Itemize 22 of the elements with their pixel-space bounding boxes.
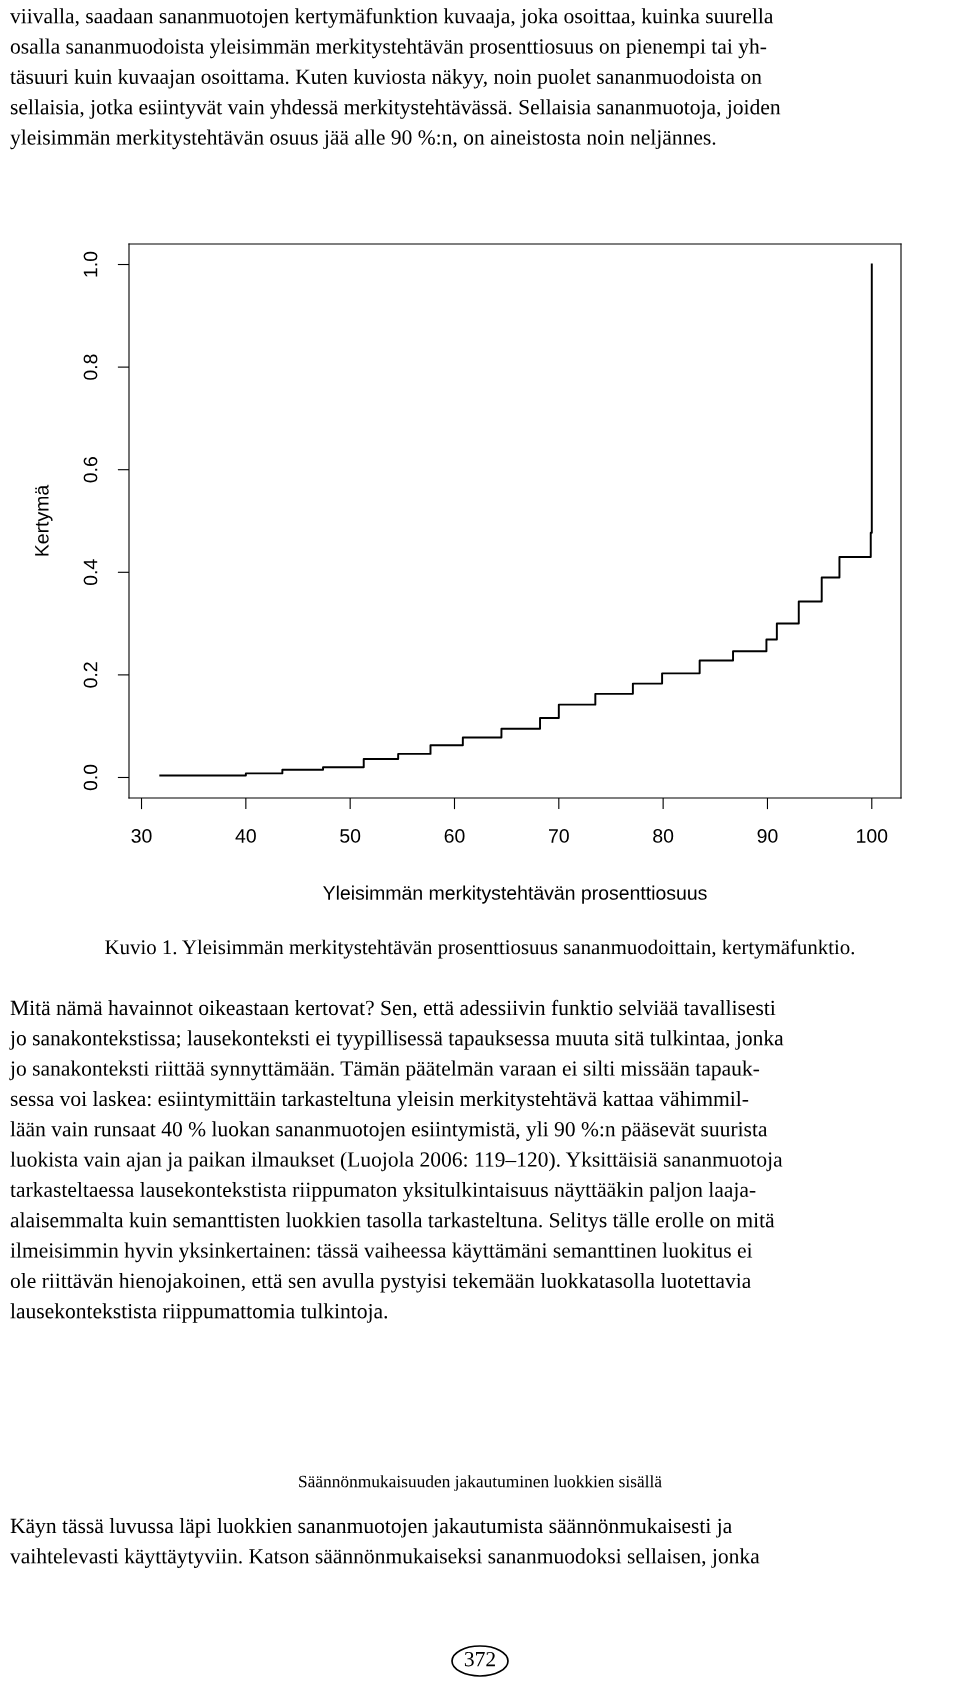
x-tick-label: 60 (444, 829, 465, 843)
x-tick-label: 100 (857, 829, 888, 843)
y-tick-label: 0.0 (83, 764, 98, 791)
x-tick-label: 90 (757, 829, 778, 843)
text: Mitä nämä havainnot oikeastaan kertovat? Sen, että adessiivin funktio selviää tavallisesti jo sanakontekstissa; lausekonteksti ei tyypillisessä tapauksessa muuta sitä tulkintaa, jonka jo sanakonteksti riittää synnyttämään. Tämän päätelmän varaan ei silti missään tapauk- sessa voi laskea: esiintymittäin tarkasteltuna yleisin merkitystehtävä kattaa vähimmil- lään vain runsaat 40 % luokan sananmuotojen esiintymistä, yli 90 %:n pääsevät suurista luokista vain ajan ja paikan ilmaukset (Luojola 2006: 119–120). Yksittäisiä sananmuotoja tarkasteltaessa lausekontekstista riippumaton yksitulkintaisuus näyttääkin paljon laaja- alaisemmalta kuin semanttisten luokkien tasolla tarkasteltuna. Selitys tälle erolle on mitä ilmeisimmin hyvin yksinkertainen: tässä vaiheessa käyttämäni semanttinen luokitus ei ole riittävän hienojakoinen, että sen avulla pystyisi tekemään luokkatasolla luotettavia lausekontekstista riippumattomia tulkintoja. (9, 999, 784, 1323)
x-tick-label: 50 (340, 829, 361, 843)
y-tick-label: 0.4 (83, 559, 98, 586)
x-axis-title: Yleisimmän merkitystehtävän prosenttiosuus (323, 885, 707, 904)
text: viivalla, saadaan sananmuotojen kertymäfunktion kuvaaja, joka osoittaa, kuinka suurella osalla sananmuodoista yleisimmän merkitystehtävän prosenttiosuus on pienempi tai yh- täsuuri kuin kuvaajan osoittama. Kuten kuviosta näkyy, noin puolet sananmuodoista on sellaisia, jotka esiintyvät vain yhdessä merkitystehtävässä. Sellaisia sananmuotoja, joiden yleisimmän merkitystehtävän osuus jää alle 90 %:n, on aineistosta noin neljännes. (10, 8, 781, 150)
y-tick-label: 1.0 (83, 251, 98, 277)
y-tick-label: 0.2 (83, 662, 98, 688)
text: Säännönmukaisuuden jakautuminen luokkien sisällä (299, 1475, 662, 1491)
x-tick-label: 80 (653, 829, 674, 843)
x-tick-label: 70 (549, 829, 569, 843)
text: Kuvio 1. Yleisimmän merkitystehtävän prosenttiosuus sananmuodoittain, kertymäfunktio. (105, 939, 855, 959)
x-tick-label: 40 (235, 829, 256, 843)
text: Käyn tässä luvussa läpi luokkien sananmuotojen jakautumista säännönmukaisesti ja vaihtelevasti käyttäytyviin. Katson säännönmukaiseksi sananmuodoksi sellaisen, jonka (10, 1518, 760, 1568)
y-tick-label: 0.6 (83, 457, 98, 483)
text: 372 (464, 1651, 495, 1667)
y-axis-title: Kertymä (35, 484, 53, 556)
y-tick-label: 0.8 (83, 354, 98, 380)
x-tick-label: 30 (131, 829, 152, 843)
